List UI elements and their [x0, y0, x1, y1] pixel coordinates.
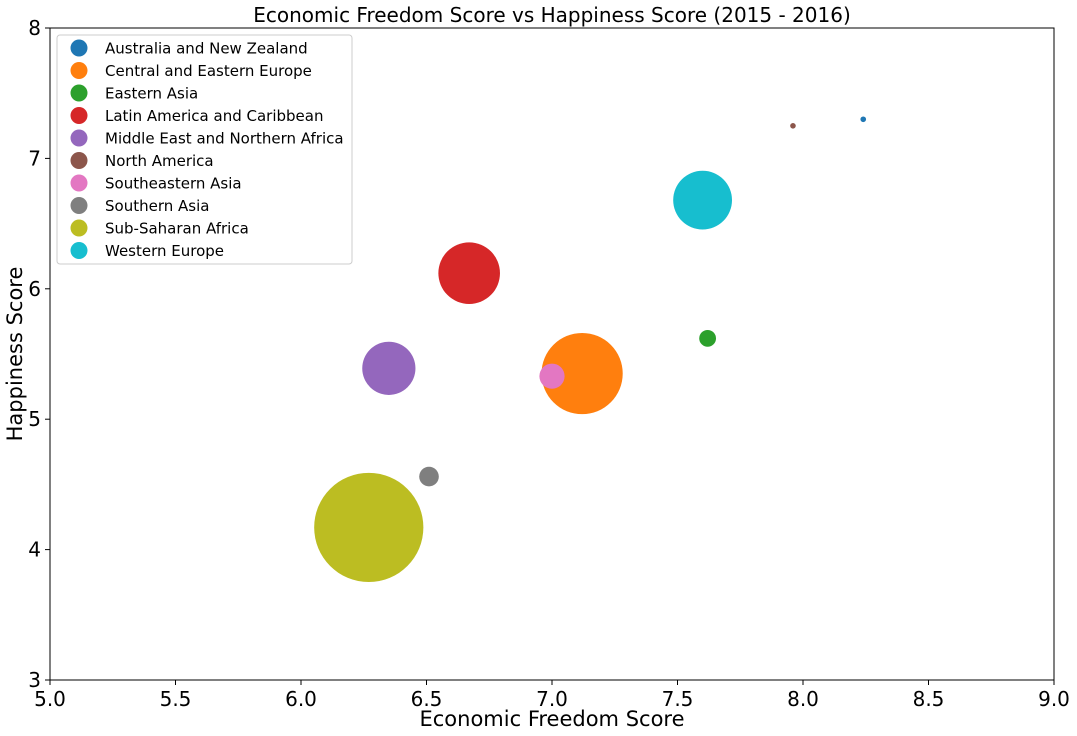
x-axis-ticks: 5.0 5.5 6.0 6.5 7.0 7.5 8.0 8.5 9.0 — [34, 680, 1070, 711]
data-point — [438, 242, 500, 304]
x-tick-label: 7.0 — [536, 687, 568, 711]
data-point — [314, 472, 424, 583]
y-tick-label: 8 — [28, 16, 41, 40]
legend-box — [56, 34, 353, 265]
data-point — [362, 341, 416, 395]
legend-label: Southern Asia — [105, 197, 209, 215]
x-tick-label: 8.5 — [913, 687, 945, 711]
legend: Australia and New Zealand Central and Eas… — [56, 34, 353, 265]
x-tick-label: 6.0 — [285, 687, 317, 711]
x-tick-label: 7.5 — [662, 687, 694, 711]
legend-label: Australia and New Zealand — [105, 40, 308, 58]
legend-label: Eastern Asia — [105, 85, 198, 103]
x-tick-label: 5.0 — [34, 687, 66, 711]
y-axis-ticks: 3 4 5 6 7 8 — [28, 16, 50, 692]
data-point — [419, 466, 439, 487]
legend-label: Sub-Saharan Africa — [105, 220, 249, 238]
data-point — [541, 332, 623, 415]
x-tick-label: 9.0 — [1038, 687, 1070, 711]
x-tick-label: 6.5 — [411, 687, 443, 711]
y-tick-label: 5 — [28, 407, 41, 431]
y-axis-label: Happiness Score — [3, 267, 27, 442]
legend-marker — [70, 174, 88, 192]
x-tick-label: 5.5 — [160, 687, 192, 711]
legend-marker — [70, 129, 88, 147]
legend-marker — [70, 39, 88, 57]
data-point — [539, 363, 565, 389]
legend-label: Middle East and Northern Africa — [105, 130, 344, 148]
data-point — [673, 170, 732, 230]
y-tick-label: 7 — [28, 146, 41, 170]
legend-label: Latin America and Caribbean — [105, 107, 323, 125]
x-axis-label: Economic Freedom Score — [419, 707, 684, 731]
legend-marker — [70, 84, 88, 102]
data-point — [699, 329, 717, 347]
legend-label: Western Europe — [105, 242, 224, 260]
legend-marker — [70, 219, 88, 237]
y-tick-label: 3 — [28, 668, 41, 692]
legend-marker — [70, 152, 88, 169]
data-point — [790, 123, 796, 129]
legend-marker — [70, 107, 88, 124]
x-tick-label: 8.0 — [787, 687, 819, 711]
plot-marks — [314, 116, 867, 583]
legend-label: Central and Eastern Europe — [105, 62, 312, 80]
y-tick-label: 4 — [28, 538, 41, 562]
data-point — [860, 116, 867, 123]
legend-marker — [70, 62, 88, 79]
legend-marker — [70, 242, 88, 259]
chart-title: Economic Freedom Score vs Happiness Scor… — [253, 3, 851, 27]
legend-marker — [70, 197, 88, 214]
legend-label: Southeastern Asia — [105, 175, 242, 193]
y-tick-label: 6 — [28, 277, 41, 301]
legend-label: North America — [105, 152, 214, 170]
